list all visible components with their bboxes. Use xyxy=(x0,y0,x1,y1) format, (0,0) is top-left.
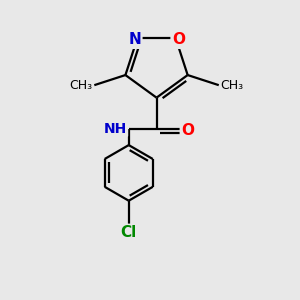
Text: O: O xyxy=(172,32,185,47)
Text: CH₃: CH₃ xyxy=(220,79,244,92)
Text: O: O xyxy=(181,123,194,138)
Text: NH: NH xyxy=(104,122,127,136)
Text: CH₃: CH₃ xyxy=(70,79,93,92)
Text: Cl: Cl xyxy=(121,225,137,240)
Text: N: N xyxy=(128,32,141,47)
